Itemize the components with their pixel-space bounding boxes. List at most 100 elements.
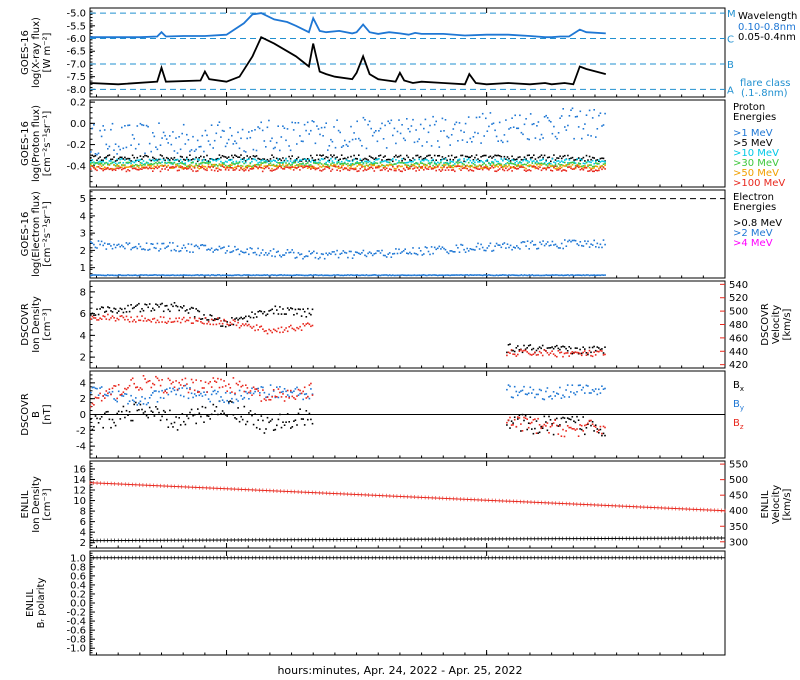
data-point-Bx <box>252 423 255 426</box>
data-point-5MeV <box>280 159 283 162</box>
data-point-By <box>568 396 570 398</box>
data-point-100MeV <box>164 168 166 170</box>
data-point-10MeV <box>181 161 183 163</box>
data-point-100MeV <box>533 166 535 168</box>
data-point-100MeV <box>99 167 101 170</box>
data-point-2MeVlow <box>511 274 513 276</box>
data-point-By <box>274 396 277 399</box>
data-point-10MeV <box>454 163 456 165</box>
data-point-10MeV <box>100 161 103 163</box>
data-point-2MeVlow <box>460 274 462 276</box>
data-point-By <box>104 393 106 396</box>
data-point-1MeV <box>542 137 544 139</box>
data-point-density <box>296 312 298 315</box>
data-point-2MeVlow <box>179 274 182 276</box>
data-point-50MeV <box>370 164 372 166</box>
data-point-50MeV <box>404 163 406 166</box>
data-point-5MeV <box>333 154 335 157</box>
data-point-Bx <box>226 415 228 417</box>
data-point-Bz <box>181 378 184 381</box>
data-point-30MeV <box>491 161 493 164</box>
data-point-30MeV <box>207 161 210 164</box>
data-point-5MeV <box>362 158 365 161</box>
data-point-2MeVlow <box>376 274 379 277</box>
data-point-2MeV <box>150 243 152 245</box>
data-point-2MeV <box>598 246 600 249</box>
data-point-Bx <box>509 427 511 429</box>
data-point-10MeV <box>514 161 516 164</box>
data-point-2MeVlow <box>234 274 236 276</box>
data-point-Bz <box>260 400 263 402</box>
data-point-density <box>551 346 553 348</box>
data-point-1MeV <box>328 145 331 147</box>
data-point-1MeV <box>167 142 169 144</box>
data-point-density <box>523 344 525 347</box>
data-point-2MeVlow <box>350 274 352 276</box>
data-point-Bz <box>162 391 165 394</box>
data-point-2MeV <box>446 251 448 253</box>
data-point-2MeVlow <box>272 274 275 276</box>
data-point-5MeV <box>167 157 169 160</box>
data-point-1MeV <box>145 124 148 127</box>
data-point-2MeVlow <box>170 274 173 276</box>
data-point-Bx <box>124 416 126 419</box>
data-point-1MeV <box>537 121 540 123</box>
data-point-velocity <box>96 319 98 321</box>
data-point-By <box>184 384 187 387</box>
data-point-density <box>237 319 239 321</box>
data-point-10MeV <box>481 161 484 163</box>
data-point-100MeV <box>266 165 269 168</box>
data-point-100MeV <box>396 165 399 168</box>
data-point-2MeVlow <box>257 274 259 276</box>
data-point-Bz <box>296 395 298 397</box>
data-point-100MeV <box>385 167 388 170</box>
data-point-1MeV <box>543 116 546 118</box>
y-tick-label-enlil_plasma: 4 <box>80 528 86 539</box>
data-point-30MeV <box>91 161 94 164</box>
data-point-5MeV <box>155 158 157 161</box>
data-point-2MeV <box>111 247 114 250</box>
data-point-1MeV <box>131 134 134 136</box>
data-point-1MeV <box>522 133 524 136</box>
data-point-Bx <box>521 413 524 416</box>
data-point-30MeV <box>362 162 365 164</box>
data-point-30MeV <box>215 163 218 166</box>
data-point-Bz <box>591 423 594 425</box>
data-point-50MeV <box>407 167 410 169</box>
data-point-30MeV <box>481 163 484 166</box>
data-point-density <box>119 307 122 310</box>
data-point-2MeV <box>215 248 218 251</box>
data-point-By <box>97 394 100 396</box>
data-point-30MeV <box>196 164 199 167</box>
data-point-100MeV <box>358 170 360 172</box>
data-point-2MeV <box>246 248 248 250</box>
data-point-1MeV <box>110 128 112 131</box>
data-point-5MeV <box>559 155 561 157</box>
data-point-2MeVlow <box>472 274 475 276</box>
data-point-5MeV <box>516 158 518 160</box>
data-point-50MeV <box>452 166 455 169</box>
data-point-2MeV <box>534 243 537 246</box>
data-point-10MeV <box>173 159 176 162</box>
data-point-2MeVlow <box>339 274 341 277</box>
data-point-100MeV <box>467 169 470 172</box>
data-point-By <box>538 388 541 391</box>
data-point-2MeV <box>204 244 207 247</box>
data-point-velocity <box>158 321 160 324</box>
data-point-100MeV <box>371 167 374 170</box>
data-point-50MeV <box>424 165 427 168</box>
data-point-By <box>565 389 567 391</box>
data-point-30MeV <box>573 162 575 165</box>
data-point-30MeV <box>424 163 427 166</box>
data-point-100MeV <box>519 166 521 168</box>
data-point-100MeV <box>353 168 355 171</box>
data-point-2MeVlow <box>423 274 425 276</box>
data-point-velocity <box>148 319 151 322</box>
data-point-By <box>107 394 109 397</box>
data-point-2MeVlow <box>207 274 210 276</box>
data-point-1MeV <box>184 143 187 145</box>
data-point-5MeV <box>454 156 456 159</box>
data-point-10MeV <box>244 161 247 164</box>
data-point-density <box>200 318 202 320</box>
